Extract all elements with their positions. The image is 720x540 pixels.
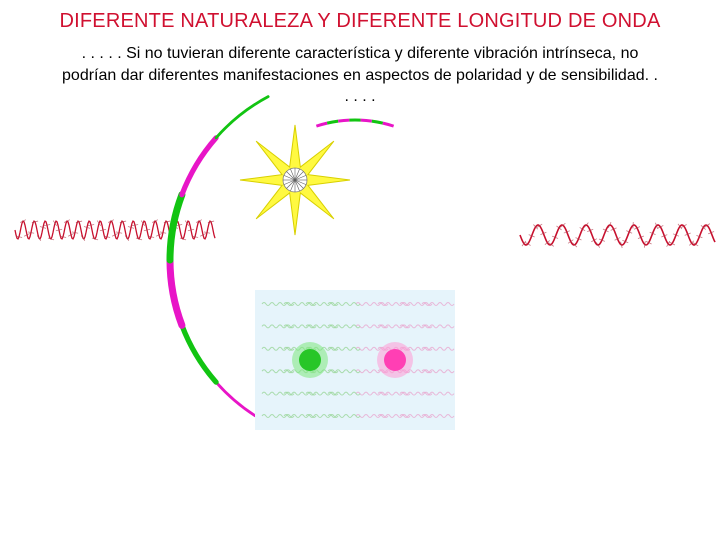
bottom-arc: [170, 97, 268, 424]
starburst-icon: [240, 125, 350, 235]
center-panel: [255, 290, 455, 430]
wave-right: [520, 222, 715, 248]
top-ribbon: [316, 120, 393, 126]
page-title: DIFERENTE NATURALEZA Y DIFERENTE LONGITU…: [0, 0, 720, 33]
wave-left: [15, 220, 215, 241]
page-subtitle: . . . . . Si no tuvieran diferente carac…: [0, 33, 720, 108]
